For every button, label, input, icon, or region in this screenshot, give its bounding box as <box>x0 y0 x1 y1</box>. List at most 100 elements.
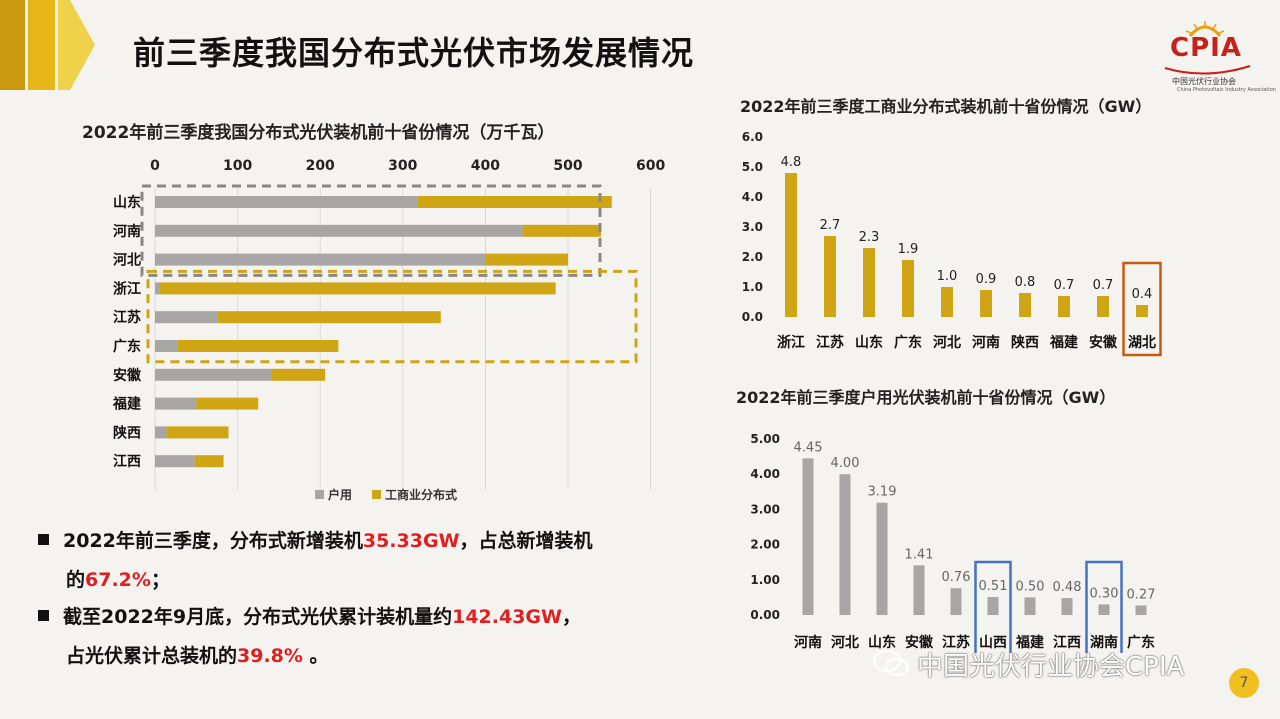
highlight-box <box>1122 261 1162 357</box>
bar <box>1097 296 1109 317</box>
chart2-title: 2022年前三季度工商业分布式装机前十省份情况（GW） <box>740 97 1152 116</box>
y-tick-label: 4.0 <box>742 190 763 204</box>
bar-household <box>155 397 197 410</box>
bar-commercial <box>417 196 612 208</box>
category-label: 江苏 <box>942 634 970 651</box>
y-tick-label: 1.0 <box>742 280 763 294</box>
chart3-title: 2022年前三季度户用光伏装机前十省份情况（GW） <box>736 388 1116 407</box>
data-label: 0.7 <box>1093 278 1114 293</box>
data-label: 0.27 <box>1127 587 1156 602</box>
bar-household <box>155 282 160 295</box>
legend-swatch-household <box>315 490 324 499</box>
category-label: 河北 <box>113 252 141 269</box>
data-label: 0.9 <box>976 272 997 287</box>
logo-cn: 中国光伏行业协会 <box>1172 77 1236 86</box>
bullet-1-line2-prefix: 的 <box>66 569 86 591</box>
category-label: 江西 <box>113 453 141 470</box>
bar <box>824 236 836 317</box>
bar-household <box>155 196 418 208</box>
data-label: 0.4 <box>1132 287 1153 302</box>
category-label: 福建 <box>1049 334 1078 351</box>
y-tick-label: 0.00 <box>750 608 780 622</box>
category-label: 山东 <box>113 194 141 211</box>
bullet-2-suffix: ， <box>561 606 581 628</box>
bar-household <box>155 311 218 324</box>
page-title: 前三季度我国分布式光伏市场发展情况 <box>133 34 695 72</box>
category-label: 河北 <box>831 634 859 651</box>
legend-label-commercial: 工商业分布式 <box>385 487 457 502</box>
y-tick-label: 5.00 <box>750 432 780 446</box>
category-label: 广东 <box>113 338 141 355</box>
category-label: 湖北 <box>1128 335 1156 351</box>
bar-household <box>155 368 272 381</box>
x-tick-label: 500 <box>553 158 582 174</box>
data-label: 4.8 <box>781 155 802 170</box>
bar-household <box>155 253 486 266</box>
chart2-svg: 0.0 1.0 2.0 3.0 4.0 5.0 6.0 4.8 浙江 2.7 江苏 2.3 山东 1.9 广… <box>742 130 1162 357</box>
y-tick-label: 5.0 <box>742 160 763 174</box>
chart3-svg: 0.00 1.00 2.00 3.00 4.00 5.00 4.45 河南 4.00 河北 3.19… <box>750 432 1156 653</box>
bar <box>876 502 888 615</box>
bar-commercial <box>159 282 556 295</box>
bar <box>1098 604 1110 615</box>
bar <box>863 248 875 317</box>
x-tick-label: 100 <box>223 158 252 174</box>
bar <box>839 474 851 615</box>
bar <box>785 173 797 317</box>
bar <box>1061 598 1073 615</box>
data-label: 4.00 <box>831 456 860 471</box>
category-label: 湖南 <box>1090 634 1118 651</box>
bar <box>1024 597 1036 615</box>
y-tick-label: 2.00 <box>750 538 780 552</box>
bullet-square <box>38 534 49 545</box>
bullet-2: 截至2022年9月底，分布式光伏累计装机量约142.43GW， <box>38 602 581 629</box>
highlight-box <box>1085 560 1123 653</box>
chart1-title: 2022年前三季度我国分布式光伏装机前十省份情况（万千瓦） <box>82 123 555 143</box>
bullet-1-highlight: 35.33GW <box>362 530 460 552</box>
bullet-1-prefix: 2022年前三季度，分布式新增装机 <box>63 530 363 552</box>
bullet-2-highlight: 142.43GW <box>452 606 562 628</box>
bar <box>802 458 814 615</box>
category-label: 广东 <box>894 334 922 351</box>
category-label: 山东 <box>868 634 896 651</box>
bar <box>1019 293 1031 317</box>
bullet-square <box>38 610 49 621</box>
bar <box>980 290 992 317</box>
category-label: 河南 <box>113 223 141 240</box>
y-tick-label: 0.0 <box>742 310 763 324</box>
bar <box>902 260 914 317</box>
bullet-2-line2-highlight: 39.8% <box>237 645 303 667</box>
x-tick-label: 0 <box>150 158 160 174</box>
bullet-1-line2-highlight: 67.2% <box>85 569 151 591</box>
category-label: 河北 <box>933 334 961 351</box>
logo-en: China Photovoltaic Industry Association <box>1177 87 1276 93</box>
bar-commercial <box>271 368 326 381</box>
category-label: 河南 <box>972 334 1000 351</box>
bullet-1: 2022年前三季度，分布式新增装机35.33GW，占总新增装机 <box>38 526 593 553</box>
bar-commercial <box>177 340 339 352</box>
bullet-1-suffix: ，占总新增装机 <box>459 530 593 552</box>
y-tick-label: 3.00 <box>750 502 780 516</box>
bullet-2-line2-suffix: 。 <box>302 645 329 667</box>
category-label: 山东 <box>855 334 883 351</box>
data-label: 1.0 <box>937 269 958 284</box>
category-label: 陕西 <box>113 424 141 441</box>
category-label: 福建 <box>112 396 141 413</box>
category-label: 江西 <box>1053 634 1081 651</box>
data-label: 2.7 <box>820 218 841 233</box>
data-label: 0.76 <box>942 570 971 585</box>
watermark: 中国光伏行业协会CPIA <box>917 652 1185 682</box>
data-label: 0.51 <box>979 579 1008 594</box>
data-label: 4.45 <box>794 440 823 455</box>
data-label: 0.30 <box>1090 586 1119 601</box>
highlight-box-gray <box>140 184 602 277</box>
category-label: 江苏 <box>113 309 141 326</box>
bar-commercial <box>522 224 602 237</box>
y-tick-label: 6.0 <box>742 130 763 144</box>
highlight-box <box>974 560 1012 653</box>
bar-household <box>155 455 195 468</box>
chart1-svg: 0 100 200 300 400 500 600 山东河南河北浙江江苏广东安徽福建陕西江西户… <box>112 158 665 502</box>
data-label: 0.48 <box>1053 580 1082 595</box>
bar-commercial <box>196 397 259 410</box>
